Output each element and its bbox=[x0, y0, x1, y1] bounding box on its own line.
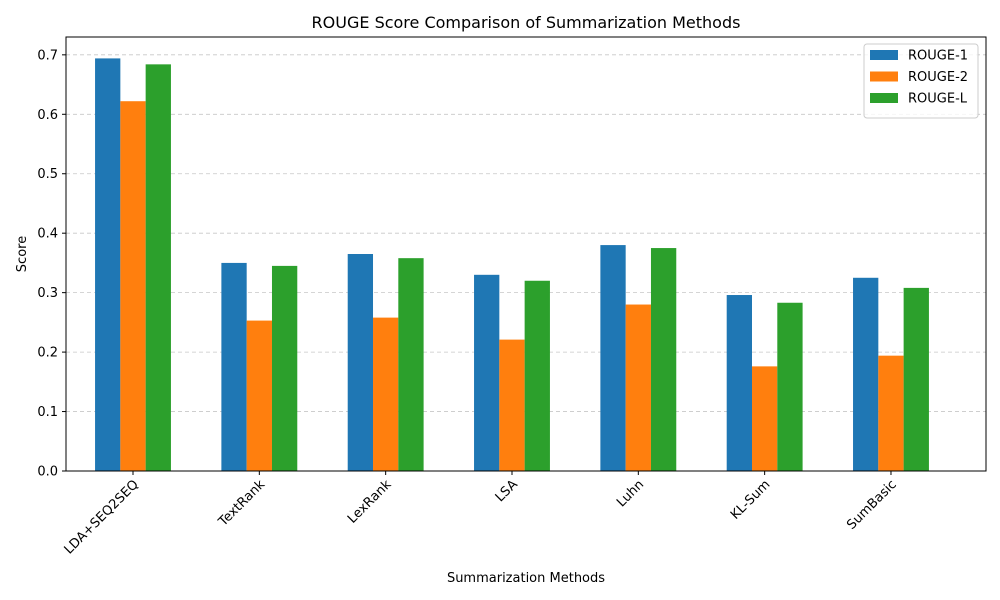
x-tick-label: LSA bbox=[493, 477, 521, 505]
bar-rouge-l-luhn bbox=[650, 248, 677, 471]
y-tick-label: 0.5 bbox=[37, 167, 58, 182]
bar-rouge-l-lda+seq2seq bbox=[145, 64, 171, 471]
y-tick-label: 0.0 bbox=[37, 465, 58, 480]
bar-rouge-2-kl-sum bbox=[752, 366, 778, 471]
bar-rouge-2-sumbasic bbox=[878, 355, 904, 471]
y-tick-label: 0.6 bbox=[37, 108, 58, 123]
x-axis-label: Summarization Methods bbox=[447, 571, 605, 586]
bar-rouge-1-lda+seq2seq bbox=[95, 58, 121, 471]
x-tick-label: TextRank bbox=[215, 477, 268, 530]
legend-label-rouge-l: ROUGE-L bbox=[908, 92, 968, 107]
x-tick-label: KL-Sum bbox=[728, 477, 774, 523]
bar-rouge-2-lexrank bbox=[373, 317, 399, 471]
legend: ROUGE-1 ROUGE-2 ROUGE-L bbox=[863, 43, 979, 119]
bar-rouge-1-kl-sum bbox=[726, 295, 752, 471]
bar-rouge-l-lsa bbox=[524, 280, 550, 471]
x-tick-label: Luhn bbox=[614, 477, 647, 510]
bar-rouge-2-luhn bbox=[625, 304, 651, 471]
x-ticks: LDA+SEQ2SEQ TextRank LexRank LSA Luhn KL-Sum S… bbox=[62, 471, 900, 557]
bar-rouge-2-lda+seq2seq bbox=[120, 101, 146, 471]
legend-swatch-rouge-1 bbox=[870, 50, 898, 60]
y-ticks: 0.0 0.1 0.2 0.3 0.4 0.5 0.6 0.7 bbox=[37, 48, 66, 480]
y-tick-label: 0.4 bbox=[37, 227, 58, 242]
legend-label-rouge-2: ROUGE-2 bbox=[908, 70, 968, 85]
bars bbox=[95, 58, 929, 471]
y-tick-label: 0.7 bbox=[37, 48, 58, 63]
bar-rouge-l-lexrank bbox=[398, 258, 424, 471]
bar-rouge-2-lsa bbox=[499, 339, 525, 471]
bar-rouge-1-textrank bbox=[221, 262, 247, 471]
bar-rouge-l-sumbasic bbox=[903, 287, 929, 471]
legend-swatch-rouge-l bbox=[870, 93, 898, 103]
y-tick-label: 0.1 bbox=[37, 405, 58, 420]
bar-rouge-1-sumbasic bbox=[853, 277, 879, 471]
gridlines bbox=[66, 54, 986, 412]
bar-rouge-2-textrank bbox=[246, 320, 272, 471]
bar-rouge-1-lexrank bbox=[347, 254, 374, 471]
bar-rouge-l-textrank bbox=[271, 265, 298, 471]
bar-rouge-1-lsa bbox=[474, 274, 500, 471]
bar-rouge-l-kl-sum bbox=[777, 302, 803, 471]
x-tick-label: LexRank bbox=[345, 477, 395, 527]
x-tick-label: SumBasic bbox=[844, 477, 900, 533]
bar-rouge-1-luhn bbox=[600, 245, 626, 471]
axes bbox=[65, 36, 987, 472]
x-tick-label: LDA+SEQ2SEQ bbox=[62, 477, 142, 557]
y-axis-label: Score bbox=[15, 236, 30, 272]
legend-swatch-rouge-2 bbox=[870, 71, 898, 82]
y-tick-label: 0.3 bbox=[37, 286, 58, 301]
y-tick-label: 0.2 bbox=[37, 346, 58, 361]
plot-frame bbox=[65, 36, 987, 472]
legend-label-rouge-1: ROUGE-1 bbox=[908, 49, 968, 64]
chart-title: ROUGE Score Comparison of Summarization … bbox=[312, 13, 741, 32]
